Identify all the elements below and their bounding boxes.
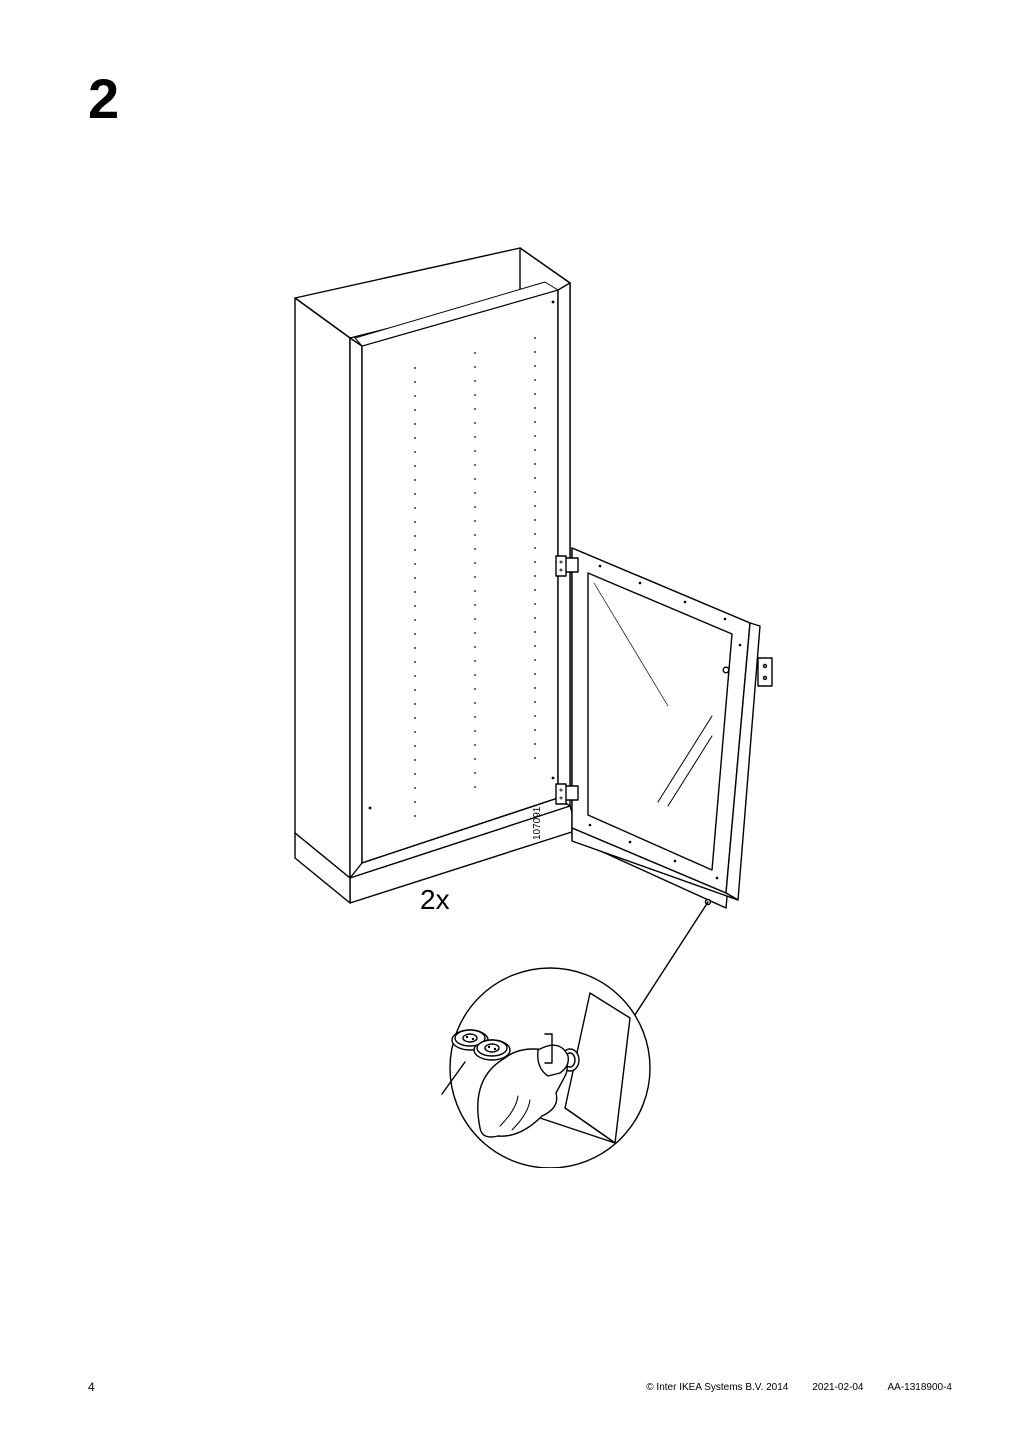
step-number: 2 xyxy=(88,66,119,131)
page-number: 4 xyxy=(88,1380,95,1394)
page: 2 xyxy=(0,0,1012,1432)
part-number-label: 107091 xyxy=(532,807,543,840)
copyright-text: © Inter IKEA Systems B.V. 2014 xyxy=(646,1382,788,1393)
date-text: 2021-02-04 xyxy=(812,1382,863,1393)
assembly-diagram xyxy=(260,238,790,1168)
footer: 4 © Inter IKEA Systems B.V. 2014 2021-02… xyxy=(0,1380,1012,1394)
doc-id-text: AA-1318900-4 xyxy=(888,1382,953,1393)
quantity-label: 2x xyxy=(420,884,450,916)
